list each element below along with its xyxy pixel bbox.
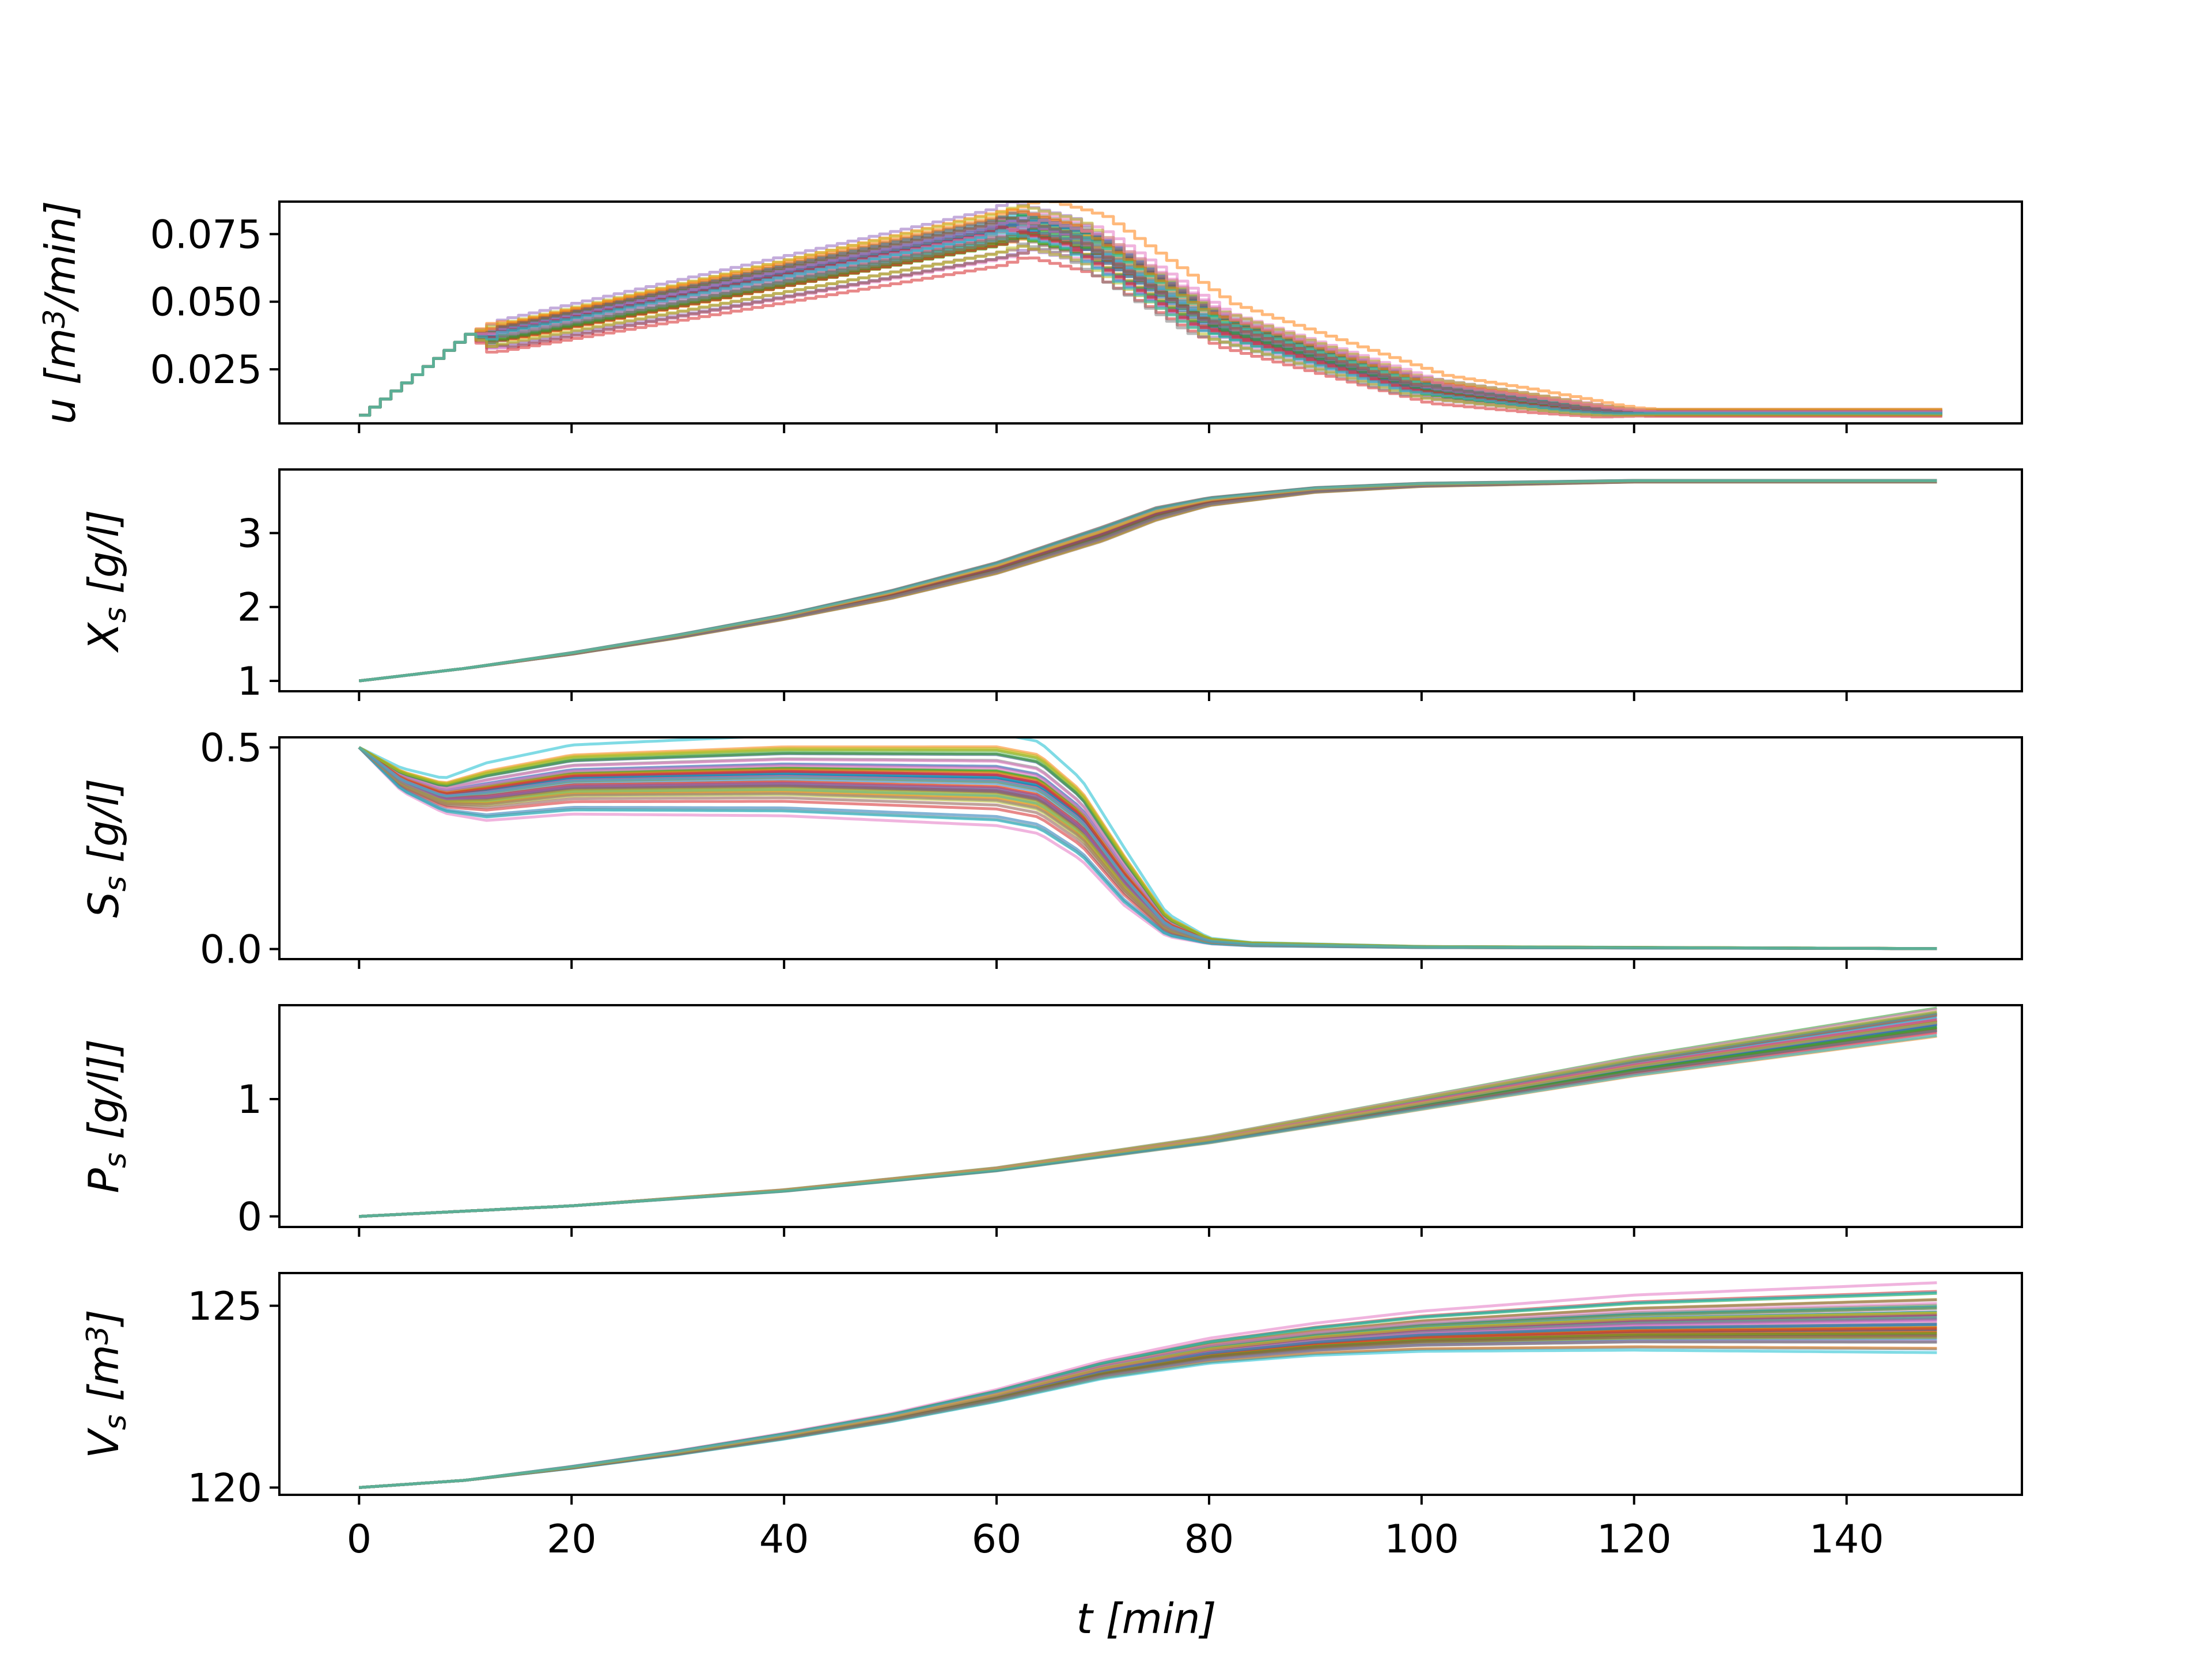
axes-frame-X	[278, 468, 2023, 692]
y-axis-label-u: u [m3/min]	[36, 201, 85, 425]
y-tick-label: 0.075	[150, 212, 262, 257]
y-tick-label: 0.025	[150, 347, 262, 393]
subplot-u: 0.025 0.050 0.075 u [m3/min]	[36, 200, 2023, 433]
axes-frame-u	[278, 200, 2023, 425]
series-line	[359, 217, 1942, 417]
subplot-V: 120 125 0 20 40 60 80 100 120 140 Vs [m3]	[79, 1272, 2023, 1562]
y-axis-label-P: Ps [g/l]]	[79, 1039, 133, 1194]
x-tick-label: 40	[759, 1517, 809, 1562]
series-line	[358, 746, 1937, 950]
x-tick-label: 140	[1809, 1517, 1884, 1562]
ensemble-P	[359, 1006, 1937, 1218]
x-tick-label: 60	[972, 1517, 1022, 1562]
axes-frame-V	[278, 1272, 2023, 1496]
subplot-X: 1 2 3 Xs [g/l]	[79, 468, 2023, 704]
y-tick-label: 1	[237, 659, 262, 704]
y-tick-label: 0	[237, 1195, 262, 1240]
series-line	[359, 229, 1942, 417]
y-tick-label: 0.5	[200, 726, 262, 771]
subplot-P: 0 1 Ps [g/l]]	[79, 1004, 2023, 1240]
y-tick-label: 2	[237, 585, 262, 631]
x-tick-label: 120	[1597, 1517, 1672, 1562]
x-tick-label: 20	[547, 1517, 597, 1562]
y-tick-label: 0.050	[150, 280, 262, 325]
x-axis-label: t [min]	[1076, 1594, 1216, 1643]
y-tick-label: 120	[187, 1465, 262, 1511]
x-tick-label: 100	[1384, 1517, 1459, 1562]
y-tick-label: 0.0	[200, 927, 262, 973]
ensemble-u	[359, 202, 1942, 419]
series-line	[359, 245, 1942, 417]
y-axis-label-X: Xs [g/l]	[79, 510, 133, 653]
x-tick-label: 0	[347, 1517, 372, 1562]
ensemble-X	[359, 479, 1937, 683]
series-line	[359, 256, 1942, 419]
x-tick-label: 80	[1184, 1517, 1234, 1562]
series-line	[359, 1034, 1937, 1218]
y-tick-label: 1	[237, 1077, 262, 1123]
ensemble-S	[358, 737, 1937, 950]
axes-frame-S	[278, 736, 2023, 960]
axes-frame-P	[278, 1004, 2023, 1228]
subplot-S: 0.0 0.5 Ss [g/l]	[79, 726, 2023, 973]
y-axis-label-S: Ss [g/l]	[79, 779, 133, 918]
series-line	[359, 479, 1937, 683]
series-line	[359, 1291, 1937, 1489]
y-tick-label: 3	[237, 511, 262, 556]
ensemble-V	[359, 1281, 1937, 1489]
y-tick-label: 125	[187, 1284, 262, 1330]
y-axis-label-V: Vs [m3]	[79, 1309, 133, 1459]
